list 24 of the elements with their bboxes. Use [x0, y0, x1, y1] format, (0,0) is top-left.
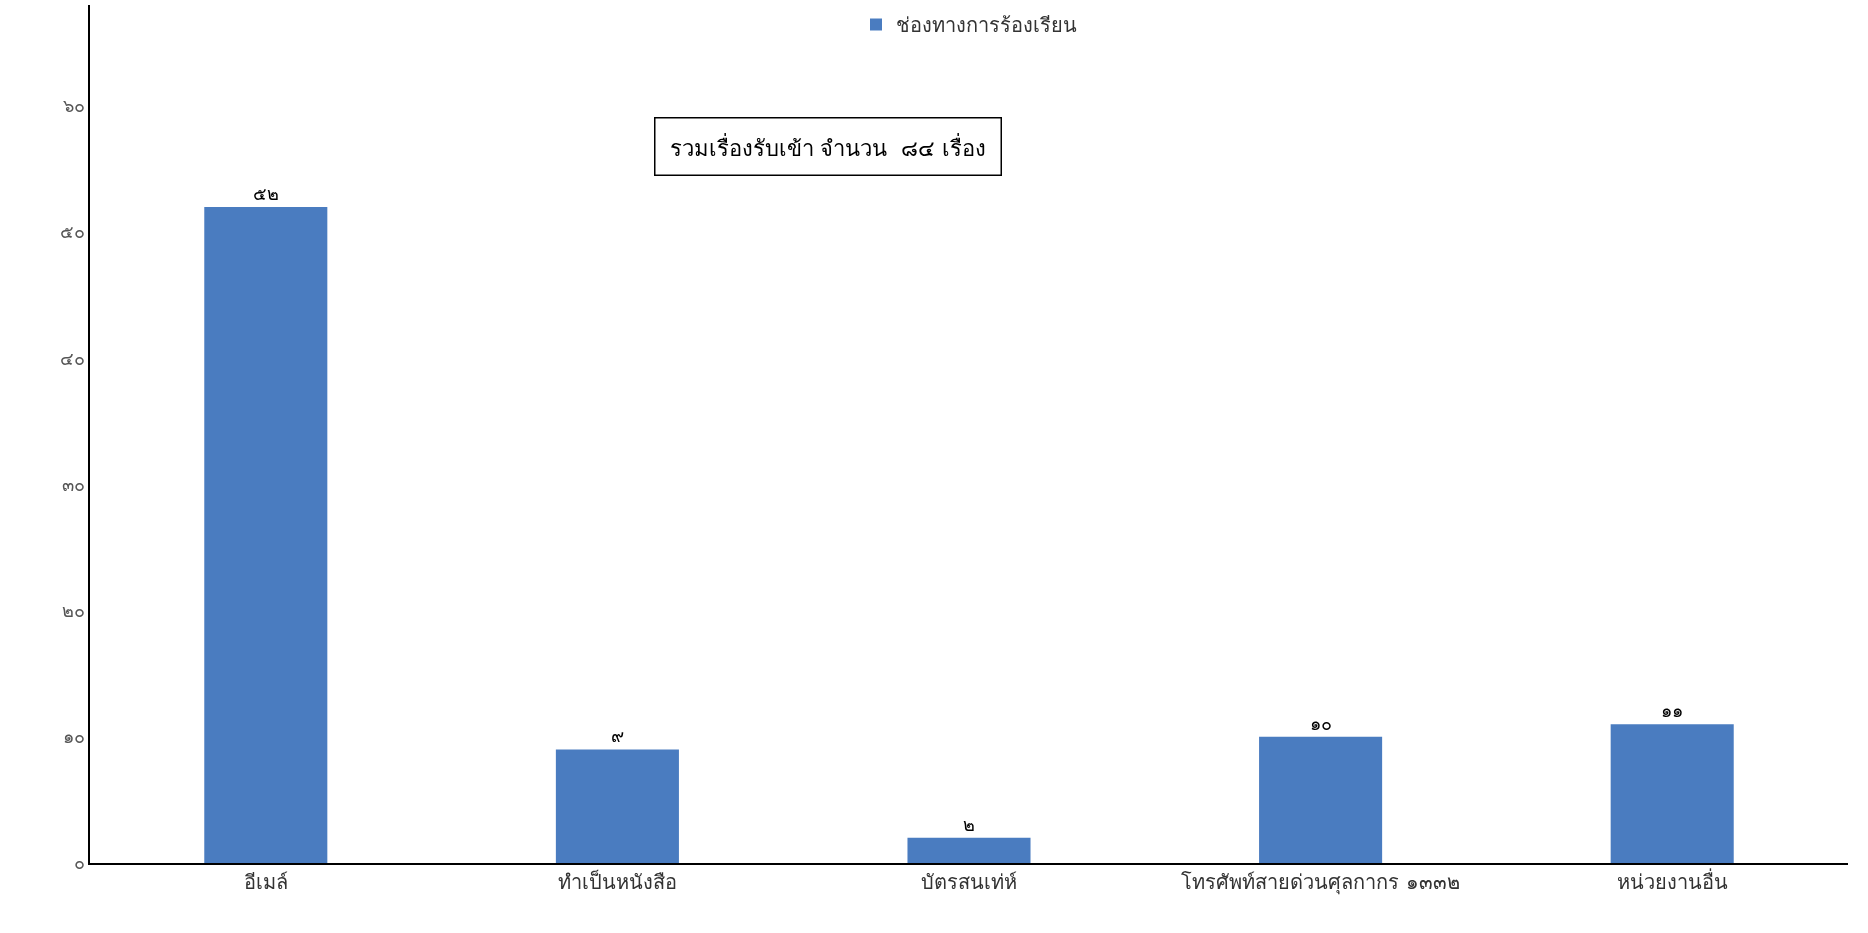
x-tick-label: โทรศัพท์สายด่วนศุลกากร ๑๓๓๒ [1181, 869, 1460, 895]
bar [907, 837, 1031, 863]
x-tick-label: ทำเป็นหนังสือ [557, 868, 677, 894]
data-label: ๒ [963, 813, 975, 835]
bar [1610, 724, 1734, 863]
y-tick-label: ๔๐ [59, 347, 85, 369]
y-tick-label: ๑๐ [62, 726, 85, 748]
data-label: ๙ [610, 725, 624, 747]
data-label: ๑๑ [1661, 700, 1684, 722]
x-tick-label: อีเมล์ [243, 869, 288, 894]
bar [555, 749, 679, 863]
x-tick-label: บัตรสนเท่ห์ [921, 869, 1017, 894]
bar [204, 206, 328, 863]
annotation: รวมเรื่องรับเข้า จำนวน ๘๔ เรื่อง [669, 132, 987, 161]
data-label: ๑๐ [1309, 712, 1332, 734]
y-tick-label: ๕๐ [59, 221, 85, 243]
data-label: ๕๒ [252, 182, 279, 204]
x-tick-label: หน่วยงานอื่น [1616, 867, 1728, 894]
y-tick-label: ๖๐ [62, 95, 85, 117]
legend-label: ช่องทางการร้องเรียน [896, 13, 1077, 38]
bar [1259, 736, 1383, 863]
y-tick-label: ๓๐ [61, 473, 85, 495]
y-tick-label: ๒๐ [61, 599, 85, 621]
y-tick-label: ๐ [73, 852, 85, 874]
